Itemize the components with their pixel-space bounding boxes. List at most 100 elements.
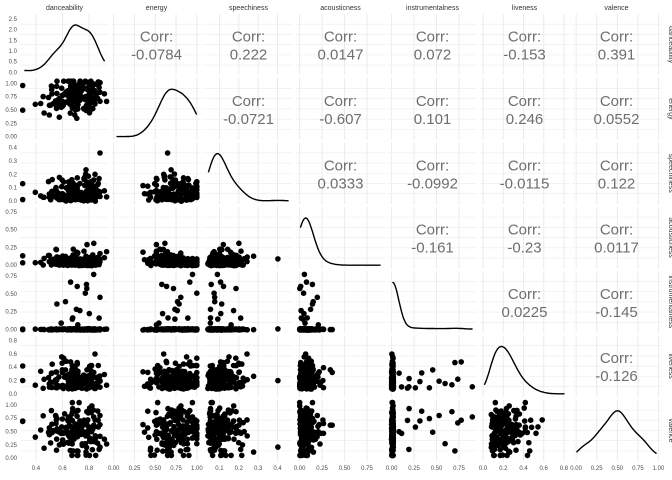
scatter-point xyxy=(236,361,243,368)
scatter-point xyxy=(159,281,165,288)
scatter-point xyxy=(144,258,151,265)
scatter-point xyxy=(426,415,433,422)
panel-acousticness-valence: Corr:0.0117 xyxy=(572,206,661,269)
scatter-point xyxy=(233,285,239,292)
scatter-point xyxy=(92,417,98,423)
corr-value-danceability-acousticness: 0.0147 xyxy=(318,47,364,64)
scatter-point xyxy=(194,380,200,387)
scatter-point xyxy=(67,110,74,116)
scatter-point xyxy=(236,261,243,268)
scatter-point xyxy=(154,447,160,454)
scatter-point xyxy=(167,411,173,418)
scatter-point xyxy=(442,380,448,387)
corr-value-liveness-valence: -0.126 xyxy=(595,368,638,385)
scatter-point xyxy=(275,377,281,384)
scatter-point xyxy=(41,110,47,116)
panel-danceability-valence: Corr:0.391 xyxy=(572,14,661,76)
scatter-point xyxy=(66,99,72,106)
panel-danceability-instrumentalness: Corr:0.072 xyxy=(388,14,477,76)
scatter-point xyxy=(329,422,336,429)
scatter-point xyxy=(502,420,509,426)
scatter-point xyxy=(157,326,163,333)
scatter-point xyxy=(83,281,90,288)
scatter-point xyxy=(163,448,170,454)
panel-instrumentalness-valence: Corr:-0.145 xyxy=(572,271,661,333)
column-label-instrumentalness: instrumentalness xyxy=(406,5,459,12)
scatter-point xyxy=(154,257,160,263)
scatter-point xyxy=(153,428,160,435)
scatter-point xyxy=(236,257,243,263)
scatter-point xyxy=(215,369,222,376)
scatter-point xyxy=(180,385,186,392)
scatter-point xyxy=(90,407,97,413)
scatter-point xyxy=(452,448,458,454)
scatter-point xyxy=(32,189,39,196)
scatter-point xyxy=(90,383,97,389)
scatter-point xyxy=(46,191,53,197)
scatter-point xyxy=(69,368,76,375)
scatter-point xyxy=(206,374,213,381)
corr-label: Corr: xyxy=(324,157,357,174)
scatter-point xyxy=(490,420,497,427)
scatter-point xyxy=(455,376,461,383)
scatter-point xyxy=(19,326,26,333)
x-tick-label: 0.3 xyxy=(254,466,263,472)
scatter-point xyxy=(526,439,532,446)
scatter-point xyxy=(59,416,66,422)
scatter-point xyxy=(52,412,59,419)
scatter-point xyxy=(67,359,74,365)
y-tick-label: 1.0 xyxy=(9,49,18,55)
scatter-point xyxy=(169,440,175,447)
corr-label: Corr: xyxy=(600,157,633,174)
panel-liveness-energy xyxy=(112,335,201,397)
scatter-point xyxy=(533,430,539,437)
panel-speechiness-valence: Corr:0.122 xyxy=(572,142,661,204)
scatter-point xyxy=(241,428,247,435)
scatter-point xyxy=(82,380,89,387)
scatter-point xyxy=(92,258,98,265)
corr-label: Corr: xyxy=(600,222,633,239)
scatter-point xyxy=(522,399,529,406)
scatter-point xyxy=(396,370,402,377)
corr-value-danceability-liveness: -0.153 xyxy=(503,47,546,64)
scatter-point xyxy=(63,426,69,433)
scatter-point xyxy=(75,106,81,112)
scatter-point xyxy=(185,361,192,368)
scatter-point xyxy=(32,101,39,108)
scatter-point xyxy=(70,448,76,454)
scatter-point xyxy=(65,326,72,332)
scatter-point xyxy=(40,385,46,392)
scatter-point xyxy=(53,261,60,268)
y-tick-label: 1.00 xyxy=(5,81,17,87)
scatter-point xyxy=(215,261,222,268)
x-tick-label: 0.00 xyxy=(570,466,582,472)
y-tick-label: 1.00 xyxy=(5,403,17,409)
scatter-point xyxy=(84,285,90,292)
scatter-point xyxy=(74,115,80,122)
scatter-point xyxy=(145,369,151,376)
corr-value-instrumentalness-valence: -0.145 xyxy=(595,304,638,321)
scatter-point xyxy=(181,409,188,415)
scatter-point xyxy=(229,379,235,386)
corr-label: Corr: xyxy=(416,29,449,46)
scatter-point xyxy=(308,408,315,414)
scatter-point xyxy=(235,439,242,446)
panel-valence-speechiness xyxy=(204,399,293,462)
scatter-point xyxy=(217,380,224,386)
panel-liveness-instrumentalness xyxy=(388,335,477,397)
scatter-point xyxy=(417,418,423,424)
scatter-point xyxy=(304,315,311,321)
scatter-point xyxy=(390,403,396,409)
scatter-point xyxy=(208,399,214,406)
scatter-point xyxy=(513,421,520,428)
scatter-point xyxy=(314,294,321,301)
scatter-point xyxy=(41,445,47,452)
scatter-point xyxy=(92,351,98,357)
scatter-point xyxy=(220,241,227,248)
y-tick-label: 0.25 xyxy=(5,245,17,251)
panel-valence-valence xyxy=(572,399,661,462)
scatter-point xyxy=(404,417,411,424)
scatter-point xyxy=(145,183,151,189)
panel-danceability-speechiness: Corr:0.222 xyxy=(204,14,293,76)
